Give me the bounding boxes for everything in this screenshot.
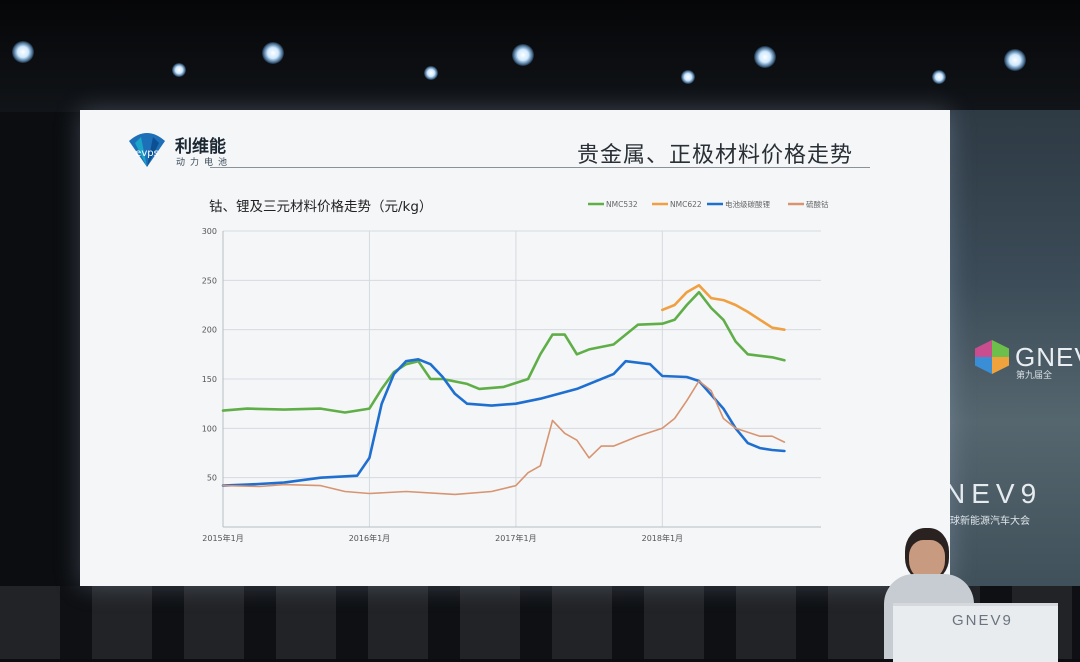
stage-light	[754, 46, 776, 68]
podium	[893, 603, 1058, 662]
slide-title: 贵金属、正极材料价格走势	[577, 143, 854, 168]
price-trend-chart: 50 100 150 200 250 300 2015年1月 2016年1月 2017年1月 20…	[202, 199, 829, 543]
speaker-face	[909, 540, 945, 580]
stage-ceiling	[0, 0, 1080, 112]
y-tick-label: 100	[202, 424, 217, 433]
stage-light	[172, 63, 186, 77]
stage-light	[12, 41, 34, 63]
chart-series	[221, 284, 786, 496]
series-line-3	[221, 358, 786, 487]
led-brand-text: GNEV9	[1015, 342, 1080, 372]
chart-axes: 50 100 150 200 250 300 2015年1月 2016年1月 2017年1月 20…	[202, 227, 821, 543]
legend-label: 电池级碳酸锂	[725, 199, 770, 209]
y-tick-label: 300	[202, 227, 217, 236]
stage-light	[1004, 49, 1026, 71]
chart-grid	[222, 230, 821, 527]
evps-logo-icon: evps	[129, 133, 165, 167]
series-line-1	[221, 290, 786, 414]
presentation-slide: evps 利维能 动力电池 贵金属、正极材料价格走势 钴、锂及三元材料价格走势（…	[80, 110, 950, 586]
series-line-2	[661, 284, 786, 331]
evps-logo-text: evps	[135, 148, 159, 159]
x-tick-label: 2015年1月	[202, 533, 243, 543]
led-ev-text: NEV9	[945, 478, 1043, 509]
stage-light	[424, 66, 438, 80]
y-tick-label: 200	[202, 326, 217, 335]
x-tick-label: 2016年1月	[349, 533, 390, 543]
brand-subtitle: 动力电池	[176, 158, 233, 168]
stage-light	[262, 42, 284, 64]
series-line-4	[222, 380, 786, 496]
podium-logo: GNEV9	[952, 612, 1013, 629]
title-divider	[210, 167, 870, 168]
led-ev-subtext: 球新能源汽车大会	[950, 516, 1030, 527]
legend-label: NMC622	[670, 200, 702, 209]
stage-light	[681, 70, 695, 84]
legend-label: NMC532	[606, 200, 638, 209]
y-tick-label: 150	[202, 375, 217, 384]
led-sub-text: 第九届全	[1016, 371, 1053, 381]
stage-light	[932, 70, 946, 84]
chart-title: 钴、锂及三元材料价格走势（元/kg）	[209, 199, 433, 215]
gnev-logo-icon	[975, 340, 1009, 374]
x-tick-label: 2017年1月	[495, 533, 536, 543]
x-tick-label: 2018年1月	[642, 533, 683, 543]
legend-label: 硫酸钴	[806, 199, 829, 209]
y-tick-label: 250	[202, 276, 217, 285]
y-tick-label: 50	[207, 474, 217, 483]
chart-legend: NMC532 NMC622 电池级碳酸锂 硫酸钴	[588, 199, 829, 209]
brand-name: 利维能	[175, 137, 226, 157]
stage-light	[512, 44, 534, 66]
